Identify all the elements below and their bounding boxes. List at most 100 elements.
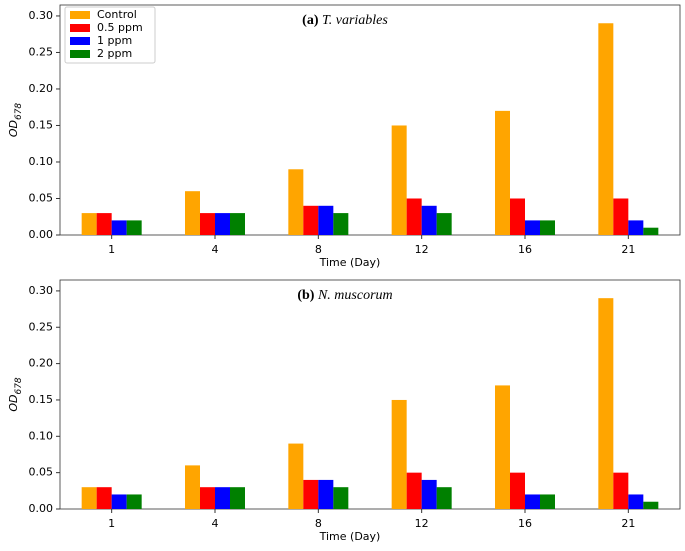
y-axis-label-main: OD	[7, 395, 20, 412]
bar	[200, 487, 215, 509]
bar	[421, 205, 437, 235]
bar	[126, 494, 142, 509]
y-tick-label: 0.20	[29, 82, 54, 95]
bar	[185, 465, 200, 509]
bar	[495, 385, 510, 509]
y-tick-label: 0.10	[29, 155, 54, 168]
bar	[200, 213, 215, 235]
x-axis-label: Time (Day)	[319, 530, 381, 543]
x-axis-label: Time (Day)	[319, 256, 381, 269]
bar	[406, 472, 422, 509]
y-axis-label-main: OD	[7, 120, 20, 137]
bar	[230, 213, 245, 235]
x-tick-label: 4	[212, 243, 219, 256]
bar	[303, 479, 319, 509]
bar	[111, 494, 127, 509]
bar	[303, 205, 319, 235]
y-axis-label-sub: 678	[14, 377, 24, 394]
plot-frame	[59, 279, 681, 510]
x-tick-label: 4	[212, 517, 219, 530]
y-tick-label: 0.00	[29, 502, 54, 515]
y-tick-label: 0.05	[29, 466, 54, 479]
legend-swatch	[70, 37, 90, 45]
bar	[126, 220, 142, 235]
y-tick-label: 0.05	[29, 191, 54, 204]
bar	[288, 169, 304, 235]
bar	[406, 198, 422, 235]
title-name: T. variables	[322, 13, 388, 28]
bar	[81, 213, 97, 235]
y-tick-label: 0.15	[29, 118, 54, 131]
bar	[628, 220, 644, 235]
bar	[540, 220, 555, 235]
panel-label: (b)	[297, 288, 314, 303]
bar	[81, 487, 97, 509]
bar	[96, 213, 112, 235]
x-tick-label: 8	[315, 517, 322, 530]
x-tick-label: 8	[315, 243, 322, 256]
y-axis-label: OD678	[7, 103, 24, 138]
bar	[436, 213, 452, 235]
y-tick-label: 0.30	[29, 9, 54, 22]
bar	[510, 198, 525, 235]
bar	[391, 125, 407, 235]
x-tick-label: 16	[518, 243, 532, 256]
bar	[421, 479, 437, 509]
bar	[185, 191, 200, 235]
bar	[598, 23, 614, 235]
y-tick-label: 0.15	[29, 393, 54, 406]
x-tick-label: 16	[518, 517, 532, 530]
bar	[643, 227, 659, 235]
bar	[643, 501, 659, 509]
title-name: N. muscorum	[317, 288, 393, 303]
x-tick-label: 12	[415, 243, 429, 256]
y-tick-label: 0.25	[29, 45, 54, 58]
y-tick-label: 0.30	[29, 284, 54, 297]
legend-label: 2 ppm	[97, 47, 132, 60]
bar	[318, 479, 334, 509]
x-tick-label: 12	[415, 517, 429, 530]
legend-label: 1 ppm	[97, 34, 132, 47]
y-tick-label: 0.00	[29, 228, 54, 241]
bar	[525, 494, 540, 509]
bar	[111, 220, 127, 235]
bar	[215, 213, 230, 235]
legend-swatch	[70, 11, 90, 19]
bar	[613, 198, 629, 235]
x-tick-label: 21	[621, 243, 635, 256]
bar	[288, 443, 304, 509]
bar	[613, 472, 629, 509]
bar	[333, 487, 349, 509]
bar	[391, 399, 407, 509]
x-tick-label: 1	[108, 243, 115, 256]
chart-title: (a) T. variables	[302, 13, 388, 28]
panel-label: (a)	[302, 13, 319, 28]
bar	[333, 213, 349, 235]
legend-box	[64, 6, 156, 64]
y-tick-label: 0.10	[29, 429, 54, 442]
legend-swatch	[70, 24, 90, 32]
bar	[495, 110, 510, 235]
bar	[510, 472, 525, 509]
bar	[215, 487, 230, 509]
chart-title: (b) N. muscorum	[297, 288, 392, 303]
x-tick-label: 1	[108, 517, 115, 530]
x-tick-label: 21	[621, 517, 635, 530]
bar	[436, 487, 452, 509]
legend-label: 0.5 ppm	[97, 21, 143, 34]
bar	[96, 487, 112, 509]
legend-swatch	[70, 50, 90, 58]
bar	[540, 494, 555, 509]
plot-frame	[59, 4, 681, 236]
y-tick-label: 0.20	[29, 357, 54, 370]
bar	[525, 220, 540, 235]
y-axis-label-sub: 678	[14, 103, 24, 120]
y-tick-label: 0.25	[29, 320, 54, 333]
y-axis-label: OD678	[7, 377, 24, 412]
bar	[628, 494, 644, 509]
bar	[318, 205, 334, 235]
bar	[598, 298, 614, 509]
bar	[230, 487, 245, 509]
legend-label: Control	[97, 8, 137, 21]
